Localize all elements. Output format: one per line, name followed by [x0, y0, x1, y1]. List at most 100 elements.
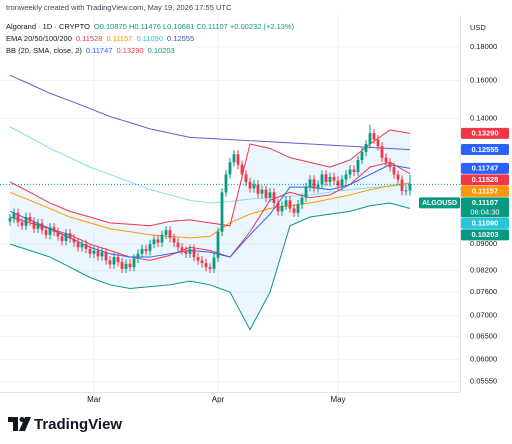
candle-body	[72, 238, 76, 243]
candle-body	[228, 162, 232, 175]
candle-body	[272, 192, 276, 204]
candle-body	[236, 154, 240, 165]
candle-body	[388, 162, 392, 168]
candle-body	[300, 197, 304, 205]
indicator-label: BB (20, SMA, close, 2)	[6, 46, 82, 55]
candle-body	[68, 233, 72, 239]
price-badge-label: 0.10203	[471, 230, 498, 239]
candle-body	[88, 248, 92, 254]
indicator-line	[9, 161, 411, 261]
tv-logo	[8, 417, 31, 431]
candle-body	[108, 260, 112, 265]
y-tick-label: 0.06000	[470, 354, 497, 363]
price-badge-label: 0.11528	[472, 175, 499, 184]
candle-body	[344, 174, 348, 180]
candle-body	[184, 250, 188, 254]
candle-body	[408, 184, 412, 191]
y-tick-label: 0.06500	[470, 332, 497, 341]
y-tick-label: 0.09000	[470, 239, 497, 248]
indicator-line	[9, 126, 411, 204]
symbol-label: ALGOUSD	[422, 200, 457, 207]
price-badge	[461, 197, 509, 218]
candle-body	[92, 250, 96, 254]
candle-body	[348, 169, 352, 175]
candle-body	[364, 143, 368, 152]
candle-body	[128, 263, 132, 268]
y-tick-label: 0.07000	[470, 311, 497, 320]
candle-body	[404, 190, 408, 192]
candle-body	[124, 263, 128, 269]
candle-body	[280, 205, 284, 212]
candle-body	[328, 176, 332, 182]
candle-body	[144, 248, 148, 252]
candle-body	[376, 139, 380, 147]
candle-body	[332, 176, 336, 181]
candle-body	[368, 133, 372, 144]
candle-body	[288, 200, 292, 209]
candle-body	[132, 258, 136, 268]
price-badge	[461, 185, 509, 197]
indicator-label: EMA 20/50/100/200	[6, 34, 72, 43]
price-badge-label: 0.11747	[472, 164, 499, 173]
candle-body	[76, 242, 80, 248]
candle-body	[240, 164, 244, 175]
y-tick-label: 0.18000	[470, 42, 497, 51]
candle-body	[292, 208, 296, 213]
candle-body	[284, 200, 288, 206]
brand: TradingView	[34, 416, 122, 433]
candle-body	[316, 184, 320, 189]
candle-body	[232, 154, 236, 163]
candle-body	[104, 252, 108, 261]
candle-body	[48, 227, 52, 235]
price-badge-label: 0.12555	[471, 145, 498, 154]
candle-body	[196, 257, 200, 261]
candle-body	[120, 262, 124, 269]
candle-body	[192, 248, 196, 258]
candle-body	[96, 250, 100, 257]
candle-body	[164, 230, 168, 235]
y-tick-label: 0.16000	[470, 76, 497, 85]
candle-body	[112, 257, 116, 265]
countdown: 06:04:30	[470, 207, 499, 216]
indicator-value: 0.11528	[76, 34, 103, 43]
candle-body	[148, 244, 152, 252]
candle-body	[268, 192, 272, 198]
y-tick-label: 0.08200	[470, 266, 497, 275]
candle-body	[80, 244, 84, 248]
candle-body	[400, 179, 404, 191]
indicator-value: 0.11747	[86, 46, 113, 55]
price-badge	[461, 143, 509, 155]
candle-body	[296, 204, 300, 213]
x-tick-label: Apr	[212, 395, 225, 404]
candle-body	[324, 174, 328, 182]
candle-body	[360, 151, 364, 160]
candle-body	[52, 227, 56, 232]
symbol-badge	[419, 197, 460, 209]
candle-body	[168, 230, 172, 238]
legend: Algorand · 1D · CRYPTO O0.10875 H0.11476 …	[6, 22, 295, 55]
candle-body	[60, 236, 64, 241]
candle-body	[84, 244, 88, 249]
price-badge	[461, 229, 509, 241]
price-badge-label: 0.13290	[471, 129, 498, 138]
candle-body	[224, 174, 228, 193]
y-tick-label: 0.14000	[470, 114, 497, 123]
candle-body	[200, 260, 204, 264]
candle-body	[204, 263, 208, 268]
candle-body	[340, 179, 344, 186]
candle-body	[28, 217, 32, 222]
price-badge	[461, 217, 509, 229]
symbol-title: Algorand · 1D · CRYPTO	[6, 22, 90, 31]
candle-body	[40, 223, 44, 231]
candle-body	[136, 253, 140, 259]
candle-body	[188, 248, 192, 254]
candle-body	[100, 252, 104, 257]
candle-body	[172, 237, 176, 243]
candle-body	[244, 174, 248, 182]
candle-body	[384, 157, 388, 163]
candle-body	[152, 239, 156, 245]
candle-body	[176, 242, 180, 248]
candle-body	[312, 179, 316, 189]
candle-body	[36, 223, 40, 229]
